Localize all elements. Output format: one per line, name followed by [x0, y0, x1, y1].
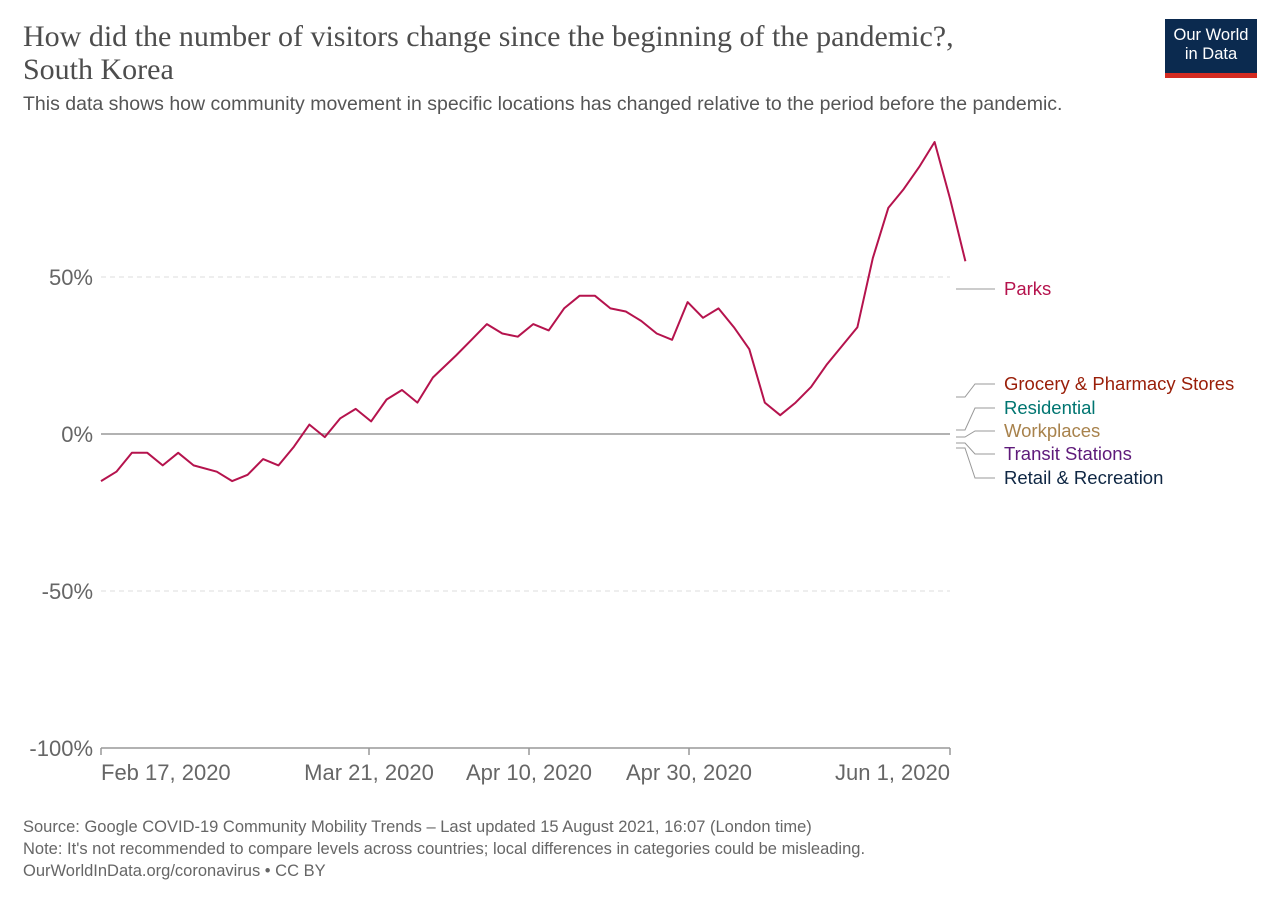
series-line[interactable]	[100, 141, 967, 483]
logo-line-2: in Data	[1184, 45, 1238, 63]
y-tick-label: -50%	[42, 579, 93, 604]
legend-label[interactable]: Workplaces	[1004, 420, 1100, 441]
x-tick-label: Feb 17, 2020	[101, 760, 231, 785]
series-layer	[100, 141, 967, 483]
y-tick-label: 50%	[49, 265, 93, 290]
grid-layer	[101, 276, 950, 592]
legend-leader	[956, 407, 995, 431]
credit-note: OurWorldInData.org/coronavirus • CC BY	[23, 862, 326, 880]
legend-label[interactable]: Parks	[1004, 278, 1051, 299]
logo-line-1: Our World	[1173, 26, 1249, 44]
owid-logo[interactable]: Our World in Data	[1165, 19, 1257, 78]
legend-leader	[956, 430, 995, 438]
x-tick-label: Mar 21, 2020	[304, 760, 434, 785]
legend-label[interactable]: Residential	[1004, 397, 1096, 418]
legend-label[interactable]: Grocery & Pharmacy Stores	[1004, 373, 1234, 394]
x-tick-label: Apr 10, 2020	[466, 760, 592, 785]
legend-label[interactable]: Transit Stations	[1004, 443, 1132, 464]
source-note: Source: Google COVID-19 Community Mobili…	[23, 818, 812, 836]
chart-title: How did the number of visitors change si…	[23, 20, 954, 86]
footer: Source: Google COVID-19 Community Mobili…	[23, 816, 865, 882]
x-tick-label: Jun 1, 2020	[835, 760, 950, 785]
legend-leader	[956, 447, 995, 479]
axis-layer: 50% 0% -50% -100% Feb 17, 2020 Mar 21, 2020 Ap…	[29, 265, 951, 785]
line-chart: 50% 0% -50% -100% Feb 17, 2020 Mar 21, 2020 Ap…	[29, 141, 1234, 785]
legend-leader	[956, 383, 995, 398]
y-tick-label: 0%	[61, 422, 93, 447]
chart-subtitle: This data shows how community movement i…	[23, 93, 1063, 115]
y-tick-label: -100%	[29, 736, 93, 761]
disclaimer-note: Note: It's not recommended to compare le…	[23, 840, 866, 858]
legend-leader	[956, 442, 995, 455]
legend-layer: Parks Grocery & Pharmacy Stores Residentia…	[956, 278, 1234, 488]
legend-label[interactable]: Retail & Recreation	[1004, 467, 1163, 488]
x-tick-label: Apr 30, 2020	[626, 760, 752, 785]
